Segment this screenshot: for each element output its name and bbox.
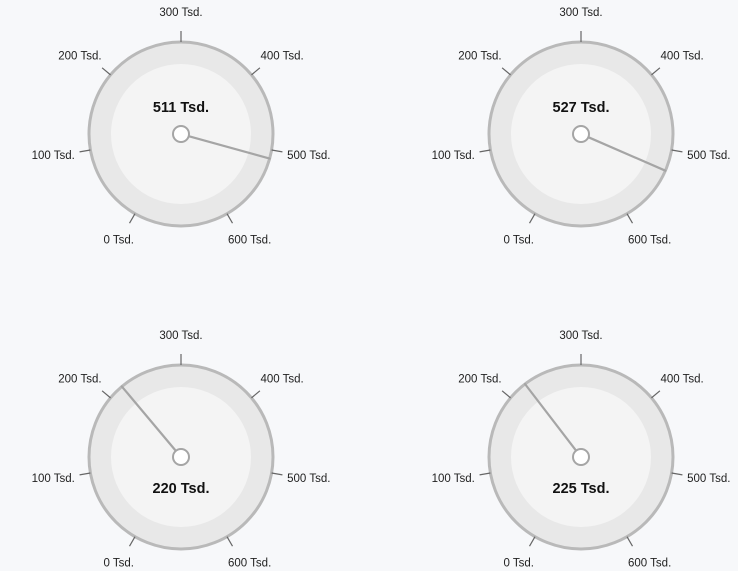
gauge-value-label: 527 Tsd. xyxy=(553,100,610,116)
tick-label: 300 Tsd. xyxy=(159,330,202,342)
tick-mark xyxy=(79,472,91,476)
tick-mark xyxy=(128,536,136,547)
tick-label: 300 Tsd. xyxy=(559,7,602,19)
tick-label: 600 Tsd. xyxy=(628,558,671,570)
tick-mark xyxy=(626,536,634,547)
tick-label: 100 Tsd. xyxy=(32,473,75,485)
tick-label: 500 Tsd. xyxy=(287,150,330,162)
tick-mark xyxy=(671,149,683,153)
tick-mark xyxy=(528,536,536,547)
tick-mark xyxy=(101,67,111,76)
tick-mark xyxy=(226,536,234,547)
tick-label: 100 Tsd. xyxy=(432,473,475,485)
gauge-4: 0 Tsd. 100 Tsd. 200 Tsd. 300 Tsd. 400 Tsd. 50… xyxy=(432,330,731,570)
gauge-value-label: 511 Tsd. xyxy=(153,100,209,116)
tick-label: 500 Tsd. xyxy=(687,150,730,162)
tick-label: 500 Tsd. xyxy=(687,473,730,485)
gauge-needle xyxy=(120,385,177,452)
needle-hub xyxy=(572,448,590,466)
tick-mark xyxy=(271,472,283,476)
tick-mark xyxy=(479,149,491,153)
tick-mark xyxy=(251,67,261,76)
tick-label: 0 Tsd. xyxy=(104,558,134,570)
gauge-1: 0 Tsd. 100 Tsd. 200 Tsd. 300 Tsd. 400 Tsd. 50… xyxy=(32,7,331,247)
tick-mark xyxy=(651,67,661,76)
tick-label: 500 Tsd. xyxy=(287,473,330,485)
tick-mark xyxy=(479,472,491,476)
tick-label: 200 Tsd. xyxy=(458,374,501,386)
tick-label: 100 Tsd. xyxy=(32,150,75,162)
tick-label: 100 Tsd. xyxy=(432,150,475,162)
tick-label: 0 Tsd. xyxy=(504,558,534,570)
tick-mark xyxy=(501,390,511,399)
needle-hub xyxy=(172,125,190,143)
tick-label: 400 Tsd. xyxy=(660,51,703,63)
tick-label: 200 Tsd. xyxy=(58,374,101,386)
tick-mark xyxy=(128,213,136,224)
tick-label: 300 Tsd. xyxy=(159,7,202,19)
tick-label: 400 Tsd. xyxy=(660,374,703,386)
tick-mark xyxy=(626,213,634,224)
tick-mark xyxy=(651,390,661,399)
tick-label: 300 Tsd. xyxy=(559,330,602,342)
needle-hub xyxy=(172,448,190,466)
tick-mark xyxy=(101,390,111,399)
tick-label: 200 Tsd. xyxy=(458,51,501,63)
tick-mark xyxy=(251,390,261,399)
tick-mark xyxy=(226,213,234,224)
gauge-value-label: 225 Tsd. xyxy=(553,481,610,497)
tick-label: 400 Tsd. xyxy=(260,374,303,386)
gauge-value-label: 220 Tsd. xyxy=(153,481,210,497)
gauge-needle xyxy=(187,135,271,160)
tick-label: 600 Tsd. xyxy=(228,235,271,247)
tick-label: 0 Tsd. xyxy=(504,235,534,247)
needle-hub xyxy=(572,125,590,143)
tick-mark xyxy=(271,149,283,153)
tick-label: 0 Tsd. xyxy=(104,235,134,247)
tick-mark xyxy=(501,67,511,76)
tick-mark xyxy=(528,213,536,224)
gauge-needle xyxy=(523,382,578,452)
tick-label: 200 Tsd. xyxy=(58,51,101,63)
gauge-2: 0 Tsd. 100 Tsd. 200 Tsd. 300 Tsd. 400 Tsd. 50… xyxy=(432,7,731,247)
tick-label: 600 Tsd. xyxy=(228,558,271,570)
gauge-3: 0 Tsd. 100 Tsd. 200 Tsd. 300 Tsd. 400 Tsd. 50… xyxy=(32,330,331,570)
tick-mark xyxy=(671,472,683,476)
gauge-needle xyxy=(587,136,667,172)
tick-mark xyxy=(79,149,91,153)
tick-label: 400 Tsd. xyxy=(260,51,303,63)
tick-label: 600 Tsd. xyxy=(628,235,671,247)
